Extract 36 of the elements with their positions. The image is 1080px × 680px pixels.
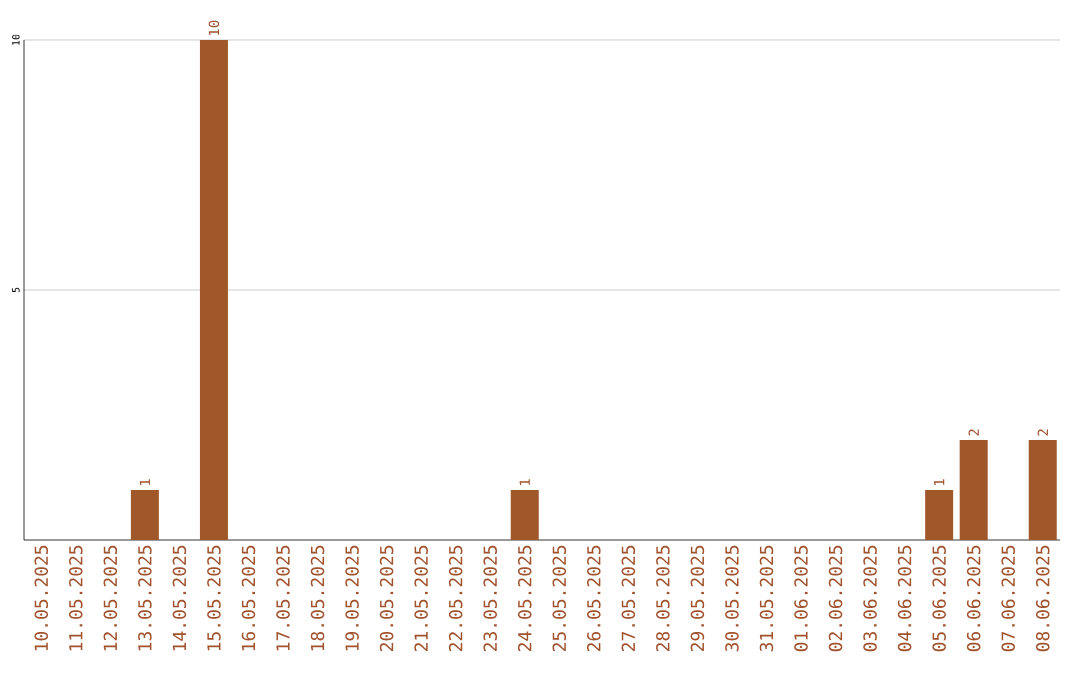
bar — [199, 39, 228, 540]
x-tick-label: 30.05.2025 — [725, 545, 739, 652]
x-tick-label: 16.05.2025 — [241, 545, 256, 651]
bar — [925, 490, 954, 540]
bar — [510, 490, 539, 540]
bar — [130, 490, 159, 540]
x-tick-label: 28.05.2025 — [656, 545, 670, 651]
x-tick-label: 26.05.2025 — [587, 545, 601, 651]
x-tick-label: 06.06.2025 — [966, 545, 981, 652]
x-tick-label: 24.05.2025 — [517, 545, 532, 651]
x-tick-label: 21.05.2025 — [414, 545, 428, 651]
x-tick-label: 18.05.2025 — [310, 545, 325, 651]
x-tick-label: 17.05.2025 — [276, 545, 290, 651]
x-tick-label: 03.06.2025 — [863, 545, 877, 652]
x-tick-label: 05.06.2025 — [932, 545, 946, 652]
x-tick-label: 22.05.2025 — [448, 545, 463, 651]
x-tick-label: 10.05.2025 — [34, 545, 49, 651]
x-tick-label: 13.05.2025 — [138, 545, 152, 651]
x-tick-label: 01.06.2025 — [794, 545, 808, 652]
x-tick-label: 19.05.2025 — [345, 545, 359, 651]
bar — [1028, 440, 1057, 540]
x-tick-label: 02.06.2025 — [828, 545, 843, 652]
x-tick-label: 20.05.2025 — [379, 545, 394, 651]
x-tick-label: 07.06.2025 — [1001, 545, 1015, 652]
x-tick-label: 12.05.2025 — [103, 545, 118, 651]
x-tick-label: 23.05.2025 — [483, 545, 497, 651]
x-tick-label: 14.05.2025 — [172, 545, 187, 651]
x-tick-label: 15.05.2025 — [207, 545, 221, 651]
x-tick-label: 04.06.2025 — [897, 545, 912, 652]
x-tick-label: 29.05.2025 — [690, 545, 705, 651]
x-tick-label: 27.05.2025 — [621, 545, 636, 651]
x-tick-label: 11.05.2025 — [69, 545, 83, 651]
bar — [959, 440, 988, 540]
x-tick-label: 31.05.2025 — [759, 545, 774, 652]
x-tick-label: 25.05.2025 — [552, 545, 567, 651]
x-tick-label: 08.06.2025 — [1035, 545, 1050, 652]
